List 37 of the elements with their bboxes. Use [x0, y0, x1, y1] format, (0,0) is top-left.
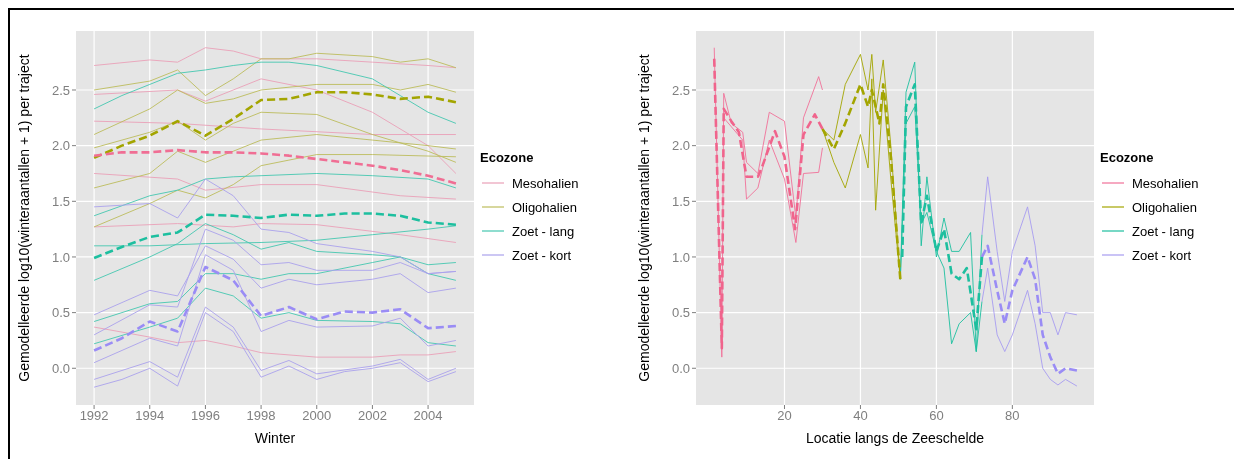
y-tick-label: 0.0: [51, 360, 70, 376]
y-tick-label: 1.5: [51, 193, 70, 209]
y-tick-label: 0.0: [671, 360, 690, 376]
y-tick-label: 1.5: [671, 193, 690, 209]
y-axis-title: Gemodelleerde log10(winteraantallen + 1) per traject: [15, 54, 32, 382]
x-tick-label: 2004: [413, 408, 443, 424]
x-tick-label: 1992: [79, 408, 109, 424]
y-tick-label: 2.5: [671, 82, 690, 98]
x-tick-label: 20: [777, 408, 792, 424]
legend-label: Zoet - lang: [1132, 223, 1195, 239]
x-tick-label: 2002: [357, 408, 387, 424]
x-tick-label: 1996: [190, 408, 220, 424]
legend-label: Zoet - lang: [512, 223, 575, 239]
x-tick-label: 60: [929, 408, 944, 424]
y-tick-label: 1.0: [51, 249, 70, 265]
legend-label: Mesohalien: [1132, 175, 1199, 191]
y-tick-label: 0.5: [671, 305, 690, 321]
x-tick-label: 40: [853, 408, 868, 424]
legend-title: Ecozone: [1100, 150, 1155, 165]
x-tick-label: 1998: [246, 408, 276, 424]
x-axis-title: Winter: [254, 430, 296, 446]
legend-label: Mesohalien: [512, 175, 579, 191]
y-tick-label: 2.0: [671, 138, 690, 154]
y-tick-label: 2.0: [51, 138, 70, 154]
x-axis-title: Locatie langs de Zeeschelde: [805, 430, 985, 446]
y-tick-label: 1.0: [671, 249, 690, 265]
x-tick-label: 80: [1005, 408, 1020, 424]
legend-label: Oligohalien: [1132, 199, 1198, 215]
legend-label: Zoet - kort: [512, 247, 572, 263]
y-axis-title: Gemodelleerde log10(winteraantallen + 1) per traject: [635, 54, 652, 382]
legend-title: Ecozone: [480, 150, 535, 165]
x-tick-label: 2000: [302, 408, 332, 424]
legend-label: Oligohalien: [512, 199, 578, 215]
legend-label: Zoet - kort: [1132, 247, 1192, 263]
x-tick-label: 1994: [135, 408, 165, 424]
y-tick-label: 2.5: [51, 82, 70, 98]
y-tick-label: 0.5: [51, 305, 70, 321]
